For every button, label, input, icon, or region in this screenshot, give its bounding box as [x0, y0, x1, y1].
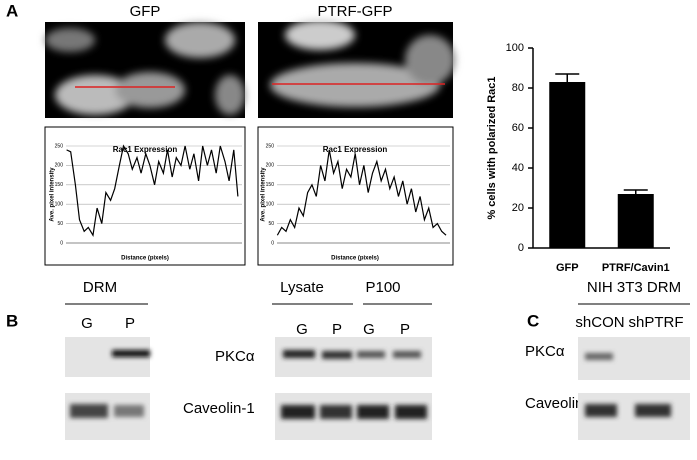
y-tick-label: 50: [57, 221, 63, 227]
y-tick-label: 20: [512, 202, 524, 214]
y-tick-label: 250: [55, 143, 64, 149]
y-axis-label: Ave. pixel intensity: [261, 167, 267, 222]
lane-label: G: [296, 321, 308, 338]
row-label: PKCα: [215, 348, 255, 365]
panel-label: C: [527, 311, 539, 330]
image-title: GFP: [130, 3, 161, 20]
lane-label: G: [81, 315, 93, 332]
lane-label: shPTRF: [628, 314, 683, 331]
y-axis-label: % cells with polarized Rac1: [486, 76, 498, 219]
y-tick-label: 100: [266, 202, 275, 208]
plot-frame: [257, 126, 454, 266]
lane-label: G: [363, 321, 375, 338]
chart-title: Rac1 Expression: [113, 145, 178, 154]
lane-label: P: [400, 321, 410, 338]
y-tick-label: 60: [512, 122, 524, 134]
y-tick-label: 40: [512, 162, 524, 174]
blot: [578, 337, 690, 440]
lane-label: P: [125, 315, 135, 332]
x-axis-label: Distance (pixels): [121, 256, 169, 262]
y-tick-label: 250: [266, 143, 275, 149]
group-title: Lysate: [280, 279, 324, 296]
micrograph: [45, 22, 245, 118]
x-tick-label: PTRF/Cavin1: [602, 262, 670, 274]
micrograph: [258, 20, 455, 118]
y-tick-label: 100: [55, 202, 64, 208]
group-title: P100: [365, 279, 400, 296]
data-line: [276, 149, 447, 236]
lane-label: P: [332, 321, 342, 338]
row-label: PKCα: [525, 343, 565, 360]
x-axis-label: Distance (pixels): [331, 256, 379, 262]
row-label: Caveolin-1: [183, 400, 255, 417]
blot: [65, 337, 432, 440]
data-line: [66, 144, 239, 237]
error-bar: [555, 73, 580, 82]
y-tick-label: 0: [271, 240, 274, 246]
x-tick-label: GFP: [556, 262, 579, 274]
panel-label: B: [6, 311, 18, 330]
y-tick-label: 0: [518, 242, 524, 254]
bar: [617, 194, 654, 248]
y-tick-label: 0: [60, 240, 63, 246]
y-tick-label: 50: [268, 221, 274, 227]
y-tick-label: 200: [55, 163, 64, 169]
lane-label: shCON: [575, 314, 624, 331]
bar: [549, 82, 586, 248]
error-bar: [623, 189, 648, 194]
y-axis-label: Ave. pixel intensity: [50, 167, 56, 222]
y-tick-label: 150: [55, 182, 64, 188]
image-title: PTRF-GFP: [318, 3, 393, 20]
y-tick-label: 100: [506, 42, 524, 54]
y-tick-label: 80: [512, 82, 524, 94]
y-tick-label: 200: [266, 163, 275, 169]
group-title: NIH 3T3 DRM: [587, 279, 681, 296]
group-title: DRM: [83, 279, 117, 296]
chart-title: Rac1 Expression: [323, 145, 388, 154]
y-tick-label: 150: [266, 182, 275, 188]
panel-label: A: [6, 1, 18, 20]
